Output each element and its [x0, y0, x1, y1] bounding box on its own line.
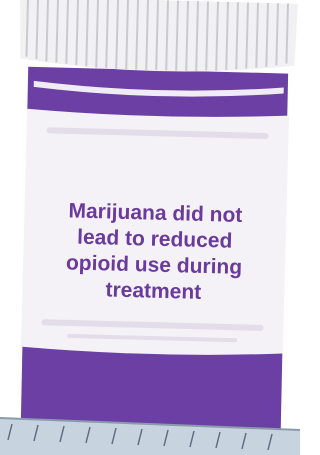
page: Marijuana did not lead to reduced opioid…: [0, 0, 300, 455]
label-text: lead to reduced: [77, 226, 233, 253]
label-text: opioid use during: [66, 251, 243, 279]
illustration: Marijuana did not lead to reduced opioid…: [0, 0, 300, 455]
label-text: Marijuana did not: [68, 199, 242, 227]
pill-bottle: Marijuana did not lead to reduced opioid…: [8, 0, 298, 450]
label-text: treatment: [105, 278, 201, 303]
